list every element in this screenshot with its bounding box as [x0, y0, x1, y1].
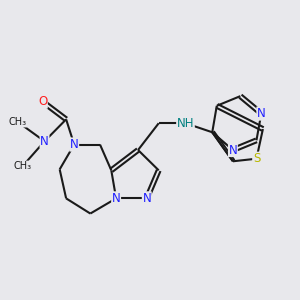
Text: CH₃: CH₃ — [14, 161, 32, 171]
Text: N: N — [112, 192, 121, 205]
Text: N: N — [229, 143, 237, 157]
Text: N: N — [257, 107, 266, 120]
Text: N: N — [142, 192, 151, 205]
Text: NH: NH — [177, 117, 194, 130]
Text: N: N — [70, 138, 79, 151]
Text: CH₃: CH₃ — [9, 117, 27, 127]
Text: S: S — [253, 152, 260, 165]
Text: O: O — [38, 95, 47, 108]
Text: N: N — [40, 135, 49, 148]
